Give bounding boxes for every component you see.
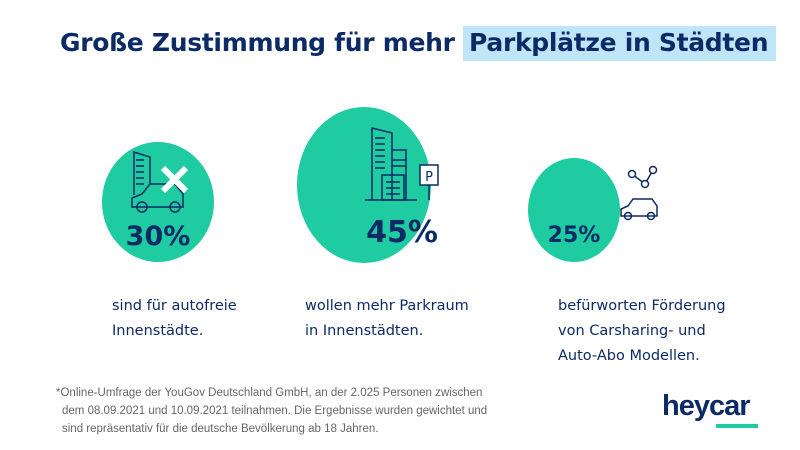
stat-value-2: 45%	[366, 215, 438, 250]
caption-line: Auto-Abo Modellen.	[558, 348, 700, 364]
stat-circle-3: 25%	[528, 158, 658, 262]
stat-caption-2: wollen mehr Parkraum in Innenstädten.	[305, 294, 469, 344]
footnote-line: *Online-Umfrage der YouGov Deutschland G…	[56, 387, 483, 399]
caption-line: in Innenstädten.	[305, 323, 424, 339]
stat-caption-3: befürworten Förderung von Carsharing- un…	[558, 294, 726, 369]
title-highlight: Parkplätze in Städten	[463, 26, 777, 61]
building-crossed-car-icon	[131, 150, 184, 213]
footnote-line: sind repräsentativ für die deutsche Bevö…	[62, 423, 379, 435]
footnote: *Online-Umfrage der YouGov Deutschland G…	[56, 384, 487, 438]
stat-circle-1: 30%	[102, 142, 214, 262]
parking-sign-letter: P	[425, 170, 433, 185]
page-title: Große Zustimmung für mehr Parkplätze in …	[60, 26, 777, 61]
stat-circle-2: P 45%	[297, 107, 439, 263]
caption-line: Innenstädte.	[112, 323, 204, 339]
stat-value-1: 30%	[126, 221, 191, 252]
caption-line: befürworten Förderung	[558, 298, 726, 314]
title-prefix: Große Zustimmung für mehr	[60, 28, 464, 57]
logo-underline	[716, 424, 758, 428]
stat-caption-1: sind für autofreie Innenstädte.	[112, 294, 237, 344]
footnote-line: dem 08.09.2021 und 10.09.2021 teilnahmen…	[62, 405, 488, 417]
caption-line: sind für autofreie	[112, 298, 237, 314]
shared-car-network-icon	[620, 165, 658, 221]
cross-icon	[160, 165, 189, 194]
caption-line: von Carsharing- und	[558, 323, 706, 339]
caption-line: wollen mehr Parkraum	[305, 298, 469, 314]
stat-value-3: 25%	[548, 223, 601, 248]
buildings-parking-sign-icon	[365, 127, 439, 201]
heycar-logo: heycar	[662, 390, 751, 422]
